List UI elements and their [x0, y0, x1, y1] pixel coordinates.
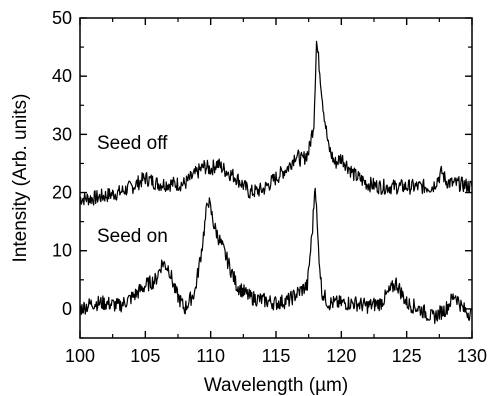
y-tick-label: 10 [52, 241, 72, 261]
series-label-1: Seed off [97, 133, 168, 154]
plot-area: 100 105 110 115 120 125 130 0 10 20 30 40 50 Seed of… [52, 8, 487, 366]
y-tick-label: 30 [52, 124, 72, 144]
series-line-1 [79, 40, 473, 206]
x-tick-label: 125 [392, 346, 422, 366]
annotation-layer: Seed off Seed on [97, 133, 168, 247]
x-tick-label: 115 [262, 346, 291, 366]
y-tick-label: 20 [52, 183, 72, 203]
x-tick-label: 130 [457, 346, 487, 366]
x-tick-label: 110 [196, 346, 225, 366]
x-tick-label: 120 [326, 346, 356, 366]
y-tick-label: 40 [52, 66, 72, 86]
y-tick-label: 0 [62, 299, 72, 319]
x-axis-title: Wavelength (µm) [204, 375, 348, 396]
x-tick-label: 105 [130, 346, 160, 366]
x-tick-label: 100 [65, 346, 95, 366]
y-axis-title: Intensity (Arb. units) [10, 94, 31, 263]
y-tick-label: 50 [52, 8, 72, 28]
series-layer [79, 40, 473, 325]
ticks-layer: 100 105 110 115 120 125 130 0 10 20 30 40 50 [52, 8, 487, 366]
series-label-2: Seed on [97, 226, 168, 247]
series-line-2 [79, 187, 473, 325]
